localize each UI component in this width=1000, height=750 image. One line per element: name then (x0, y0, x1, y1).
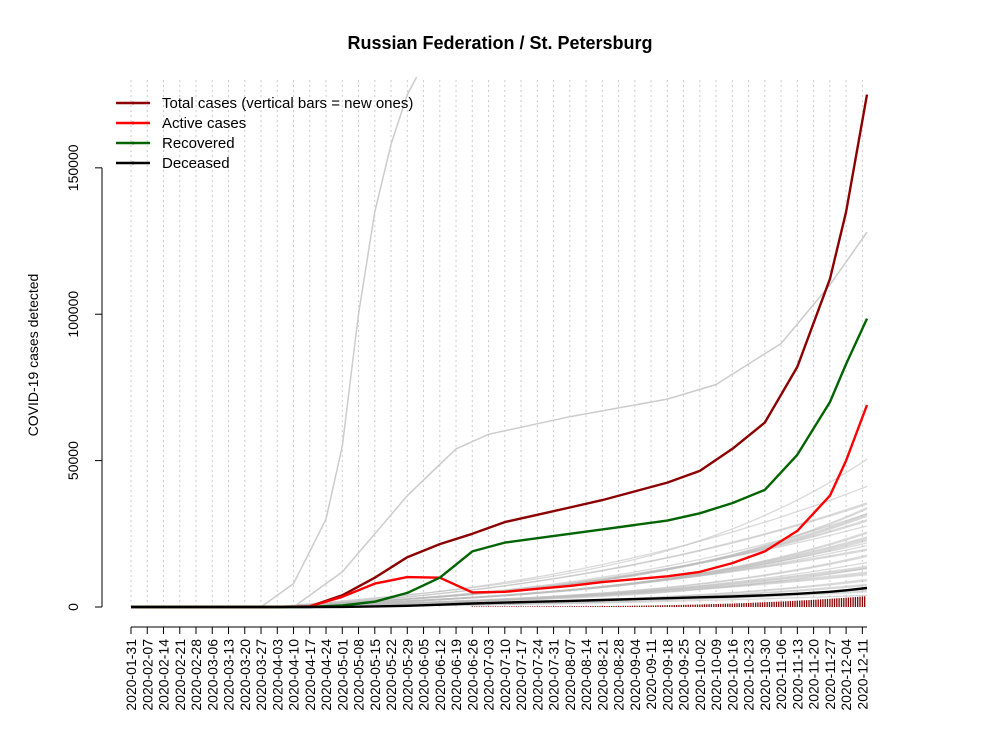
background-series-line (272, 503, 868, 608)
x-tick-label: 2020-11-27 (822, 639, 838, 710)
series-line (131, 404, 869, 609)
x-tick-label: 2020-02-28 (188, 639, 204, 711)
y-tick-label: 100000 (65, 291, 81, 338)
x-tick-label: 2020-04-17 (302, 639, 318, 711)
x-tick-label: 2020-02-14 (156, 639, 172, 711)
x-tick-label: 2020-04-24 (318, 639, 334, 711)
x-tick-label: 2020-05-01 (334, 639, 350, 711)
legend: Total cases (vertical bars = new ones) Ac… (116, 95, 413, 172)
x-tick-label: 2020-12-11 (854, 639, 870, 710)
x-axis: 2020-01-31 2020-02-07 2020-02-14 2020-02-21… (123, 626, 870, 711)
x-tick-label: 2020-09-04 (627, 639, 643, 711)
x-tick-label: 2020-07-17 (513, 639, 529, 711)
x-tick-label: 2020-11-13 (789, 639, 805, 710)
x-tick-label: 2020-04-03 (269, 639, 285, 711)
x-tick-label: 2020-03-13 (221, 639, 237, 711)
legend-label: Active cases (162, 115, 246, 132)
x-tick-label: 2020-09-25 (676, 639, 692, 711)
x-tick-label: 2020-02-07 (139, 639, 155, 711)
x-tick-label: 2020-07-10 (497, 639, 513, 711)
y-tick-label: 0 (65, 603, 81, 611)
y-axis: 0 50000 100000 150000 (65, 144, 103, 611)
new-case-bars (471, 596, 866, 607)
x-tick-label: 2020-05-15 (367, 639, 383, 711)
x-tick-label: 2020-08-21 (594, 639, 610, 711)
grid (130, 80, 863, 607)
x-tick-label: 2020-12-04 (838, 639, 854, 711)
legend-marker (131, 161, 135, 165)
x-tick-label: 2020-11-20 (806, 639, 822, 710)
x-tick-label: 2020-03-06 (204, 639, 220, 711)
x-tick-label: 2020-11-06 (773, 639, 789, 710)
x-tick-label: 2020-08-07 (562, 639, 578, 711)
x-tick-label: 2020-10-09 (708, 639, 724, 711)
x-tick-label: 2020-07-31 (546, 639, 562, 711)
background-lines (260, 76, 868, 608)
legend-marker (131, 121, 135, 125)
series-line (131, 94, 869, 609)
background-series-line (260, 76, 418, 608)
x-tick-label: 2020-05-08 (351, 639, 367, 711)
legend-label: Recovered (162, 135, 235, 152)
x-tick-label: 2020-10-23 (741, 639, 757, 711)
x-tick-label: 2020-05-22 (383, 639, 399, 711)
series-lines (131, 94, 869, 609)
y-tick-label: 150000 (65, 144, 81, 191)
x-tick-label: 2020-06-26 (464, 639, 480, 711)
x-tick-label: 2020-10-16 (724, 639, 740, 711)
background-series-line (272, 485, 868, 608)
x-tick-label: 2020-06-05 (416, 639, 432, 711)
background-series-line (272, 458, 868, 608)
series-line (131, 586, 868, 609)
y-tick-label: 50000 (65, 441, 81, 480)
x-tick-label: 2020-10-30 (757, 639, 773, 711)
x-tick-label: 2020-05-29 (399, 639, 415, 711)
legend-label: Deceased (162, 155, 230, 172)
x-tick-label: 2020-03-27 (253, 639, 269, 711)
series-line (131, 318, 869, 609)
x-tick-label: 2020-01-31 (123, 639, 139, 711)
x-tick-label: 2020-02-21 (172, 639, 188, 711)
x-tick-label: 2020-07-03 (481, 639, 497, 711)
legend-label: Total cases (vertical bars = new ones) (162, 95, 413, 112)
x-tick-label: 2020-08-28 (611, 639, 627, 711)
legend-marker (131, 141, 135, 145)
background-series-line (293, 231, 868, 608)
x-tick-label: 2020-07-24 (529, 639, 545, 711)
legend-marker (131, 101, 135, 105)
x-tick-label: 2020-06-12 (432, 639, 448, 711)
y-axis-label: COVID-19 cases detected (25, 274, 41, 437)
x-tick-label: 2020-04-10 (286, 639, 302, 711)
x-tick-label: 2020-09-11 (643, 639, 659, 710)
x-tick-label: 2020-03-20 (237, 639, 253, 711)
chart-title: Russian Federation / St. Petersburg (347, 33, 652, 53)
x-tick-label: 2020-08-14 (578, 639, 594, 711)
x-tick-label: 2020-10-02 (692, 639, 708, 711)
x-tick-label: 2020-09-18 (659, 639, 675, 711)
x-tick-label: 2020-06-19 (448, 639, 464, 711)
